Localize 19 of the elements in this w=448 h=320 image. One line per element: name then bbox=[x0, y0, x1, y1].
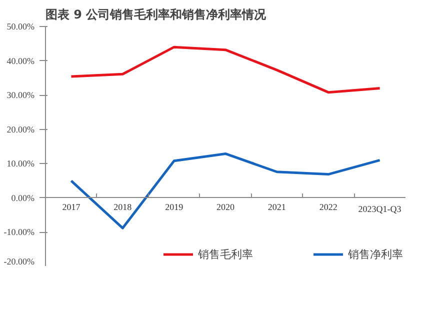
x-tick-label: 2017 bbox=[62, 202, 81, 212]
x-tick-label: 2021 bbox=[268, 202, 286, 212]
y-tick-label: 0.00% bbox=[11, 192, 36, 203]
chart-title: 图表 9 公司销售毛利率和销售净利率情况 bbox=[46, 8, 268, 22]
line-series bbox=[70, 46, 382, 94]
y-tick-label: 20.00% bbox=[6, 124, 36, 134]
y-tick-label: -20.00% bbox=[4, 256, 36, 266]
legend-label: 销售净利率 bbox=[348, 246, 403, 262]
x-tick-label: 2018 bbox=[114, 202, 132, 212]
x-tick-label: 2022 bbox=[319, 202, 338, 212]
x-tick-label: 2019 bbox=[165, 202, 184, 212]
y-tick-label: 10.00% bbox=[6, 158, 36, 169]
x-tick-label: 2020 bbox=[216, 202, 235, 212]
y-tick-label: -10.00% bbox=[4, 227, 36, 238]
y-tick-label: 50.00% bbox=[6, 22, 36, 32]
x-tick-label: 2023Q1-Q3 bbox=[358, 204, 402, 214]
y-tick-label: 40.00% bbox=[6, 56, 36, 66]
y-tick-label: 30.00% bbox=[6, 90, 36, 100]
legend-label: 销售毛利率 bbox=[198, 246, 253, 262]
